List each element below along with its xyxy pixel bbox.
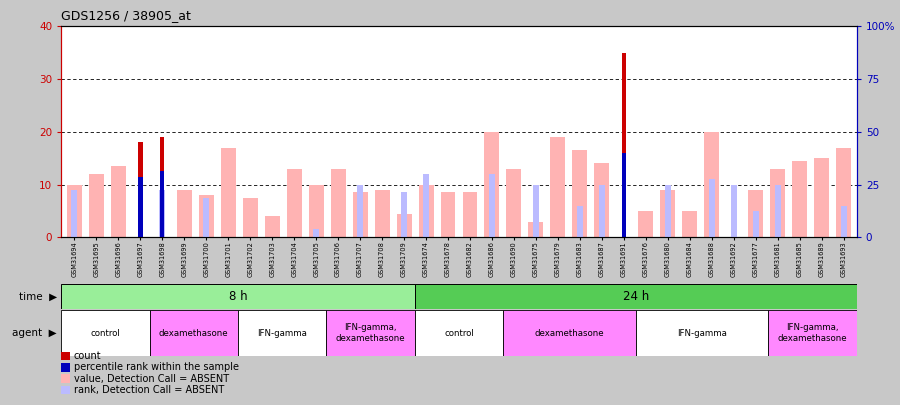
Bar — [489, 174, 495, 237]
Bar — [841, 206, 847, 237]
Bar — [111, 166, 126, 237]
Bar — [507, 169, 521, 237]
Text: IFN-gamma,
dexamethasone: IFN-gamma, dexamethasone — [336, 323, 405, 343]
Bar — [594, 164, 609, 237]
Bar — [353, 192, 367, 237]
Bar — [397, 213, 411, 237]
Bar — [71, 190, 77, 237]
Bar — [682, 211, 698, 237]
Bar — [503, 310, 635, 356]
Bar — [243, 198, 257, 237]
Text: control: control — [91, 328, 121, 338]
Bar — [551, 137, 565, 237]
Bar — [622, 53, 626, 237]
Bar — [418, 185, 434, 237]
Bar — [67, 185, 82, 237]
Bar — [528, 222, 544, 237]
Bar — [705, 132, 719, 237]
Bar — [287, 169, 302, 237]
Text: count: count — [74, 351, 102, 361]
Bar — [149, 310, 238, 356]
Bar — [731, 185, 737, 237]
Bar — [313, 229, 320, 237]
Text: GDS1256 / 38905_at: GDS1256 / 38905_at — [61, 9, 191, 22]
Bar — [708, 179, 715, 237]
Bar — [159, 190, 166, 237]
Bar — [160, 137, 165, 237]
Text: dexamethasone: dexamethasone — [159, 328, 229, 338]
Bar — [415, 310, 503, 356]
Bar — [309, 185, 324, 237]
Text: IFN-gamma: IFN-gamma — [257, 328, 307, 338]
Bar — [203, 198, 210, 237]
Bar — [138, 177, 142, 237]
Bar — [622, 153, 626, 237]
Bar — [220, 148, 236, 237]
Bar — [638, 211, 653, 237]
Bar — [357, 185, 364, 237]
Bar — [160, 171, 165, 237]
Text: agent  ▶: agent ▶ — [12, 328, 57, 338]
Bar — [89, 174, 104, 237]
Bar — [61, 284, 415, 309]
Bar — [814, 158, 829, 237]
Text: percentile rank within the sample: percentile rank within the sample — [74, 362, 238, 372]
Bar — [440, 192, 455, 237]
Text: control: control — [444, 328, 474, 338]
Bar — [176, 190, 192, 237]
Bar — [792, 161, 807, 237]
Bar — [423, 174, 429, 237]
Bar — [836, 148, 851, 237]
Text: value, Detection Call = ABSENT: value, Detection Call = ABSENT — [74, 374, 229, 384]
Bar — [238, 310, 327, 356]
Bar — [327, 310, 415, 356]
Bar — [770, 169, 785, 237]
Text: dexamethasone: dexamethasone — [535, 328, 604, 338]
Bar — [199, 195, 213, 237]
Text: IFN-gamma: IFN-gamma — [677, 328, 727, 338]
Text: time  ▶: time ▶ — [19, 292, 57, 301]
Text: rank, Detection Call = ABSENT: rank, Detection Call = ABSENT — [74, 385, 224, 395]
Bar — [572, 150, 588, 237]
Bar — [265, 216, 280, 237]
Bar — [463, 192, 478, 237]
Bar — [374, 190, 390, 237]
Bar — [635, 310, 769, 356]
Bar — [598, 185, 605, 237]
Bar — [665, 185, 670, 237]
Text: IFN-gamma,
dexamethasone: IFN-gamma, dexamethasone — [778, 323, 848, 343]
Bar — [401, 192, 407, 237]
Bar — [484, 132, 500, 237]
Bar — [775, 185, 781, 237]
Text: 8 h: 8 h — [229, 290, 248, 303]
Bar — [61, 310, 149, 356]
Bar — [533, 185, 539, 237]
Bar — [748, 190, 763, 237]
Bar — [577, 206, 583, 237]
Bar — [415, 284, 857, 309]
Bar — [138, 143, 142, 237]
Bar — [330, 169, 346, 237]
Text: 24 h: 24 h — [623, 290, 649, 303]
Bar — [769, 310, 857, 356]
Bar — [661, 190, 675, 237]
Bar — [752, 211, 759, 237]
